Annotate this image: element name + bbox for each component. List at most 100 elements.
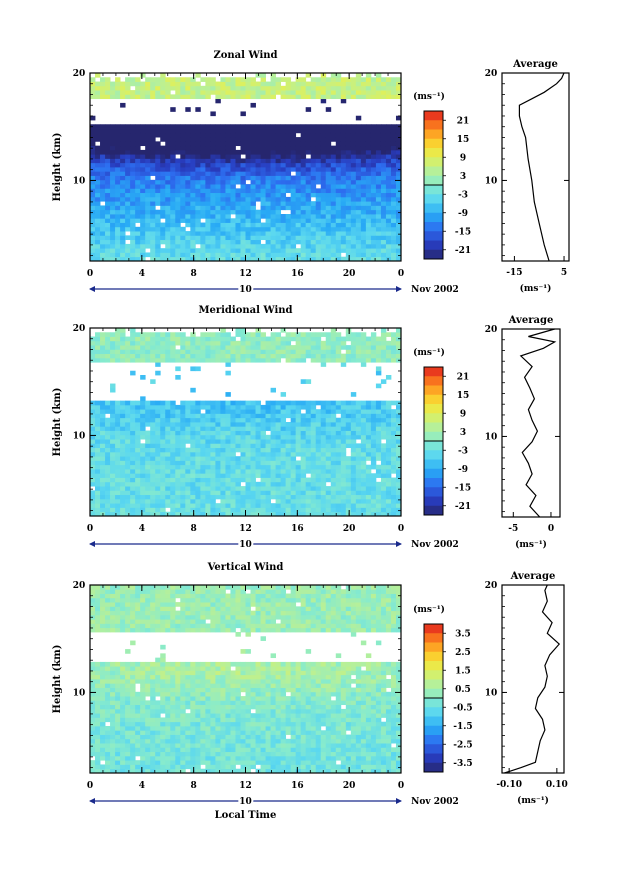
- heatmap-cell: [180, 511, 186, 517]
- heatmap-cell: [320, 77, 327, 82]
- heatmap-cell: [130, 439, 136, 444]
- heatmap-cell: [110, 218, 116, 223]
- heatmap-cell: [190, 209, 196, 215]
- heatmap-cell: [260, 456, 266, 461]
- heatmap-cell: [235, 188, 241, 194]
- heatmap-cell: [195, 209, 201, 215]
- heatmap-cell: [175, 404, 181, 410]
- heatmap-cell: [250, 413, 256, 419]
- heatmap-cell: [140, 340, 146, 346]
- heatmap-cell: [395, 353, 402, 359]
- heatmap-cell: [150, 404, 156, 410]
- heatmap-cell: [310, 477, 317, 483]
- heatmap-cell: [240, 222, 246, 228]
- heatmap-cell: [310, 256, 317, 262]
- heatmap-cell: [235, 154, 241, 159]
- heatmap-cell: [360, 184, 367, 189]
- heatmap-cell: [240, 430, 246, 436]
- heatmap-cell: [285, 243, 292, 249]
- heatmap-cell: [330, 132, 337, 138]
- heatmap-cell: [135, 353, 141, 359]
- heatmap-cell: [355, 90, 362, 95]
- heatmap-cell: [215, 417, 221, 423]
- heatmap-cell: [155, 511, 161, 517]
- heatmap-cell: [250, 141, 256, 147]
- heatmap-cell: [365, 196, 372, 202]
- heatmap-cell: [130, 205, 136, 211]
- heatmap-cell: [365, 252, 372, 258]
- heatmap-cell: [275, 494, 282, 500]
- heatmap-cell: [190, 128, 196, 134]
- heatmap-cell: [255, 81, 261, 87]
- heatmap-cell: [160, 404, 166, 410]
- heatmap-cell: [100, 353, 106, 359]
- heatmap-cell: [365, 149, 372, 155]
- heatmap-cell: [235, 481, 241, 487]
- heatmap-cell: [375, 141, 382, 147]
- heatmap-cell: [290, 192, 297, 198]
- heatmap-cell: [175, 481, 181, 487]
- heatmap-cell: [270, 494, 276, 500]
- heatmap-cell: [190, 464, 196, 470]
- heatmap-cell: [340, 81, 347, 87]
- heatmap-cell: [225, 192, 231, 198]
- heatmap-cell: [155, 439, 161, 444]
- heatmap-cell: [330, 209, 337, 215]
- heatmap-cell: [160, 188, 166, 194]
- heatmap-cell: [265, 490, 271, 496]
- heatmap-cell: [340, 137, 347, 142]
- heatmap-cell: [200, 357, 206, 363]
- heatmap-cell: [230, 503, 236, 508]
- heatmap-cell: [380, 128, 387, 134]
- heatmap-cell: [125, 77, 131, 82]
- heatmap-cell: [170, 107, 176, 112]
- heatmap-cell: [340, 443, 347, 449]
- heatmap-cell: [230, 400, 236, 406]
- heatmap-cell: [175, 239, 181, 245]
- heatmap-cell: [165, 167, 171, 172]
- heatmap-cell: [280, 196, 287, 202]
- heatmap-cell: [300, 90, 307, 95]
- heatmap-cell: [215, 434, 221, 440]
- heatmap-cell: [190, 443, 196, 449]
- average-profile-line: [518, 72, 565, 262]
- heatmap-cell: [265, 426, 271, 431]
- heatmap-cell: [150, 145, 156, 151]
- heatmap-cell: [245, 511, 251, 517]
- heatmap-cell: [215, 422, 221, 427]
- heatmap-cell: [145, 137, 151, 142]
- heatmap-cell: [240, 451, 246, 457]
- heatmap-cell: [285, 158, 292, 164]
- heatmap-cell: [390, 426, 397, 431]
- heatmap-cell: [255, 460, 261, 466]
- heatmap-cell: [300, 498, 307, 504]
- heatmap-cell: [250, 145, 256, 151]
- heatmap-cell: [335, 196, 342, 202]
- heatmap-cell: [275, 422, 282, 427]
- heatmap-cell: [185, 145, 191, 151]
- heatmap-cell: [110, 336, 116, 342]
- heatmap-cell: [110, 679, 116, 684]
- heatmap-cell: [370, 400, 377, 406]
- heatmap-cell: [390, 430, 397, 436]
- heatmap-cell: [150, 451, 156, 457]
- heatmap-cell: [150, 422, 156, 427]
- heatmap-cell: [280, 345, 287, 350]
- heatmap-cell: [325, 218, 332, 223]
- heatmap-cell: [345, 336, 352, 342]
- heatmap-cell: [380, 413, 387, 419]
- heatmap-cell: [210, 231, 216, 236]
- heatmap-cell: [240, 490, 246, 496]
- heatmap-cell: [240, 511, 246, 517]
- heatmap-cell: [330, 486, 337, 491]
- heatmap-cell: [240, 413, 246, 419]
- heatmap-cell: [220, 175, 226, 181]
- heatmap-cell: [100, 205, 106, 211]
- heatmap-cell: [145, 357, 151, 363]
- heatmap-cell: [90, 154, 96, 159]
- heatmap-cell: [245, 464, 251, 470]
- heatmap-cell: [290, 145, 297, 151]
- heatmap-cell: [370, 81, 377, 87]
- heatmap-cell: [240, 158, 246, 164]
- heatmap-cell: [185, 149, 191, 155]
